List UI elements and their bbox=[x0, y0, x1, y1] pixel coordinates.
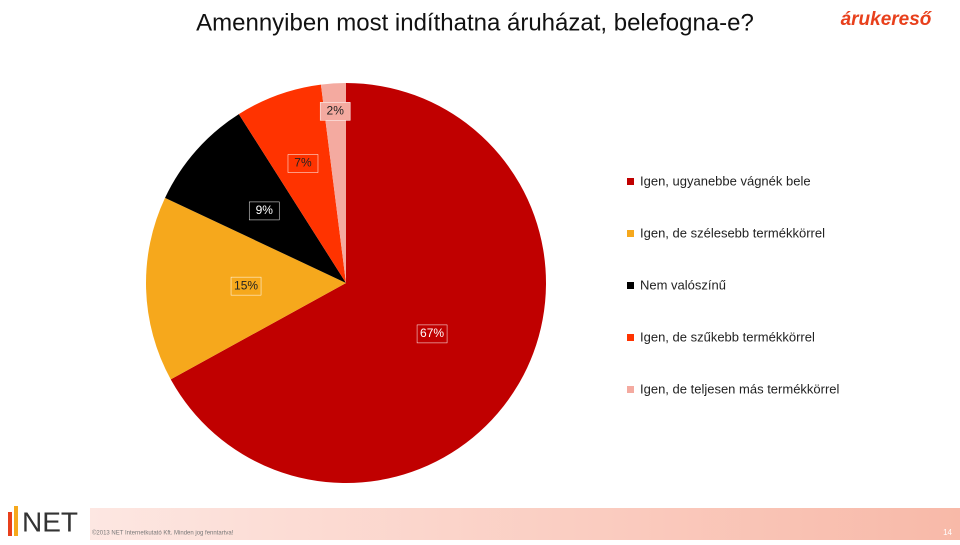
data-label: 7% bbox=[294, 156, 312, 170]
legend-swatch bbox=[627, 334, 634, 341]
footer-bar bbox=[90, 508, 960, 540]
legend-swatch bbox=[627, 282, 634, 289]
legend-label: Igen, de teljesen más termékkörrel bbox=[640, 381, 840, 396]
legend-label: Igen, de szélesebb termékkörrel bbox=[640, 225, 825, 240]
chart-title: Amennyiben most indíthatna áruházat, bel… bbox=[196, 9, 754, 36]
data-label-box bbox=[230, 276, 262, 296]
legend-label: Igen, ugyanebbe vágnék bele bbox=[640, 173, 811, 188]
logo-mark bbox=[8, 512, 12, 536]
data-label: 15% bbox=[234, 278, 258, 292]
company-logo: NET bbox=[22, 506, 78, 537]
data-label: 9% bbox=[256, 203, 274, 217]
data-label-box bbox=[416, 324, 448, 344]
data-label-box bbox=[287, 154, 319, 173]
legend-swatch bbox=[627, 178, 634, 185]
data-label: 2% bbox=[327, 104, 345, 118]
pie-slice bbox=[320, 83, 346, 283]
page-number: 14 bbox=[943, 528, 952, 537]
pie-slice bbox=[170, 83, 546, 483]
legend-label: Nem valószínű bbox=[640, 277, 726, 292]
legend-label: Igen, de szűkebb termékkörrel bbox=[640, 329, 815, 344]
logo-mark bbox=[14, 506, 18, 536]
pie-slice bbox=[165, 114, 346, 283]
legend-swatch bbox=[627, 386, 634, 393]
footer-text: ©2013 NET Internetkutató Kft. Minden jog… bbox=[92, 530, 234, 537]
pie-slice bbox=[238, 84, 346, 283]
data-label: 67% bbox=[420, 326, 444, 340]
data-label-box bbox=[248, 201, 280, 221]
data-label-box bbox=[319, 102, 351, 121]
legend-swatch bbox=[627, 230, 634, 237]
brand-logo: árukereső bbox=[841, 9, 933, 30]
